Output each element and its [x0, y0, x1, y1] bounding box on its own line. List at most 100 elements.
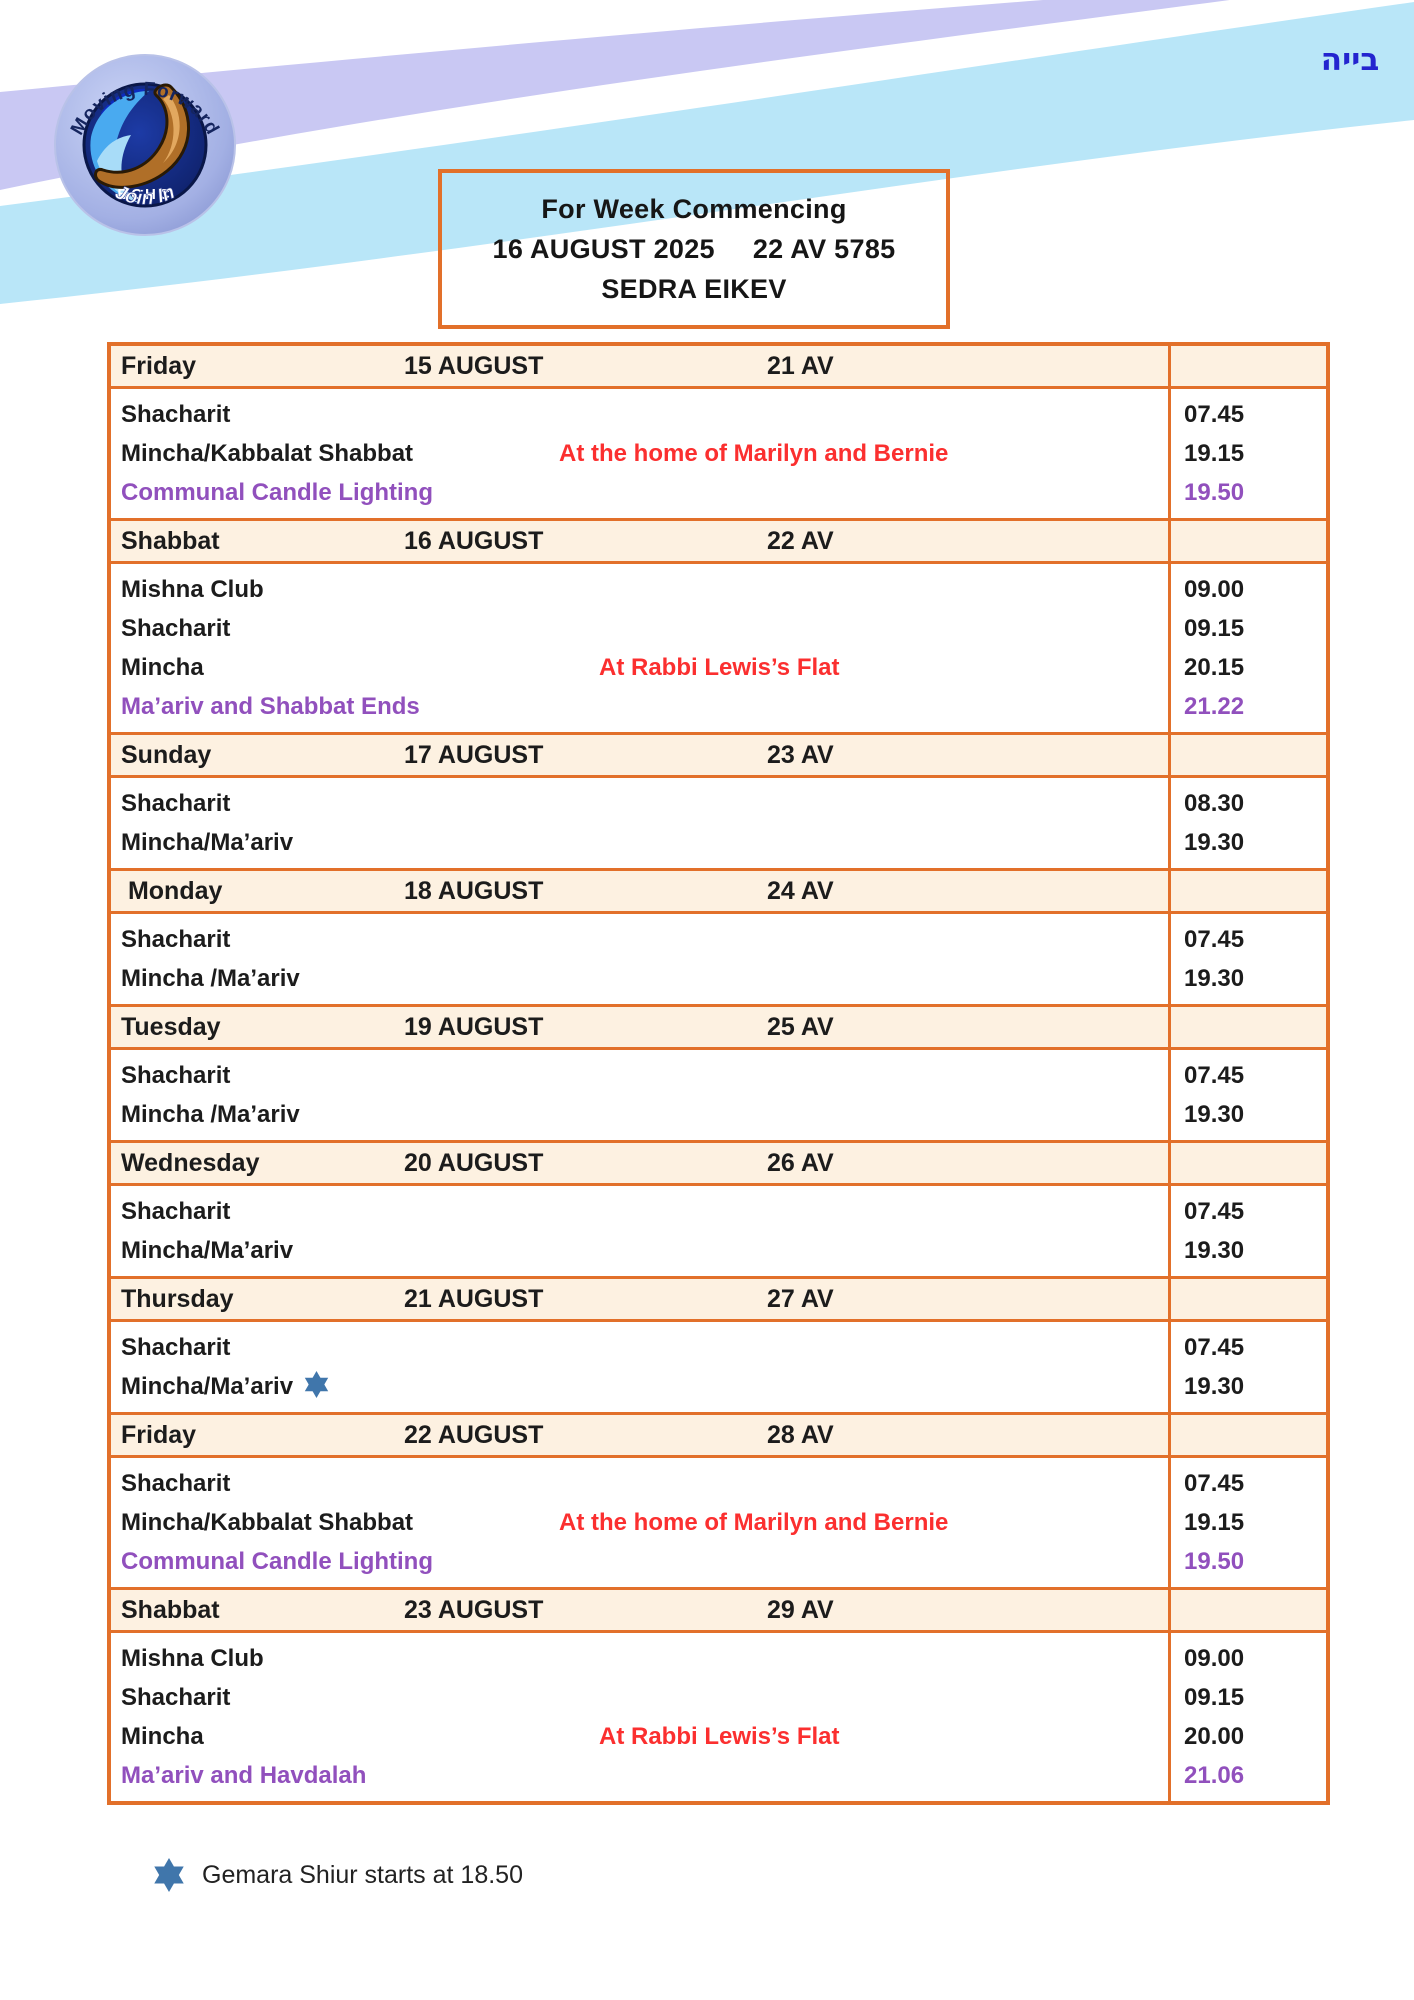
- logo-acronym: BCHC: [117, 186, 172, 203]
- day-header-time-cell: [1168, 1415, 1326, 1455]
- hebrew-blessing: בייה: [1320, 42, 1380, 78]
- service-time: 19.15: [1184, 1509, 1245, 1536]
- day-hebrew-date: 29 AV: [767, 1596, 834, 1624]
- day-header-time-cell: [1168, 521, 1326, 561]
- service-name: Communal Candle Lighting: [121, 1548, 433, 1575]
- service-names: Mishna Club Shacharit Mincha At Rabbi Lewis…: [111, 564, 1168, 732]
- service-times: 07.45 19.15 19.50: [1168, 1458, 1326, 1587]
- service-times: 07.45 19.30: [1168, 914, 1326, 1004]
- logo-wave-pale: [97, 135, 139, 203]
- week-title-box: For Week Commencing 16 AUGUST 2025 22 AV…: [438, 169, 950, 329]
- service-times: 07.45 19.30: [1168, 1322, 1326, 1412]
- service-time: 07.45: [1184, 1062, 1245, 1089]
- service-name: Ma’ariv and Shabbat Ends: [121, 693, 420, 720]
- service-name: Ma’ariv and Havdalah: [121, 1762, 367, 1789]
- week-title-line2: 16 AUGUST 2025 22 AV 5785: [493, 234, 896, 265]
- service-name: Communal Candle Lighting: [121, 479, 433, 506]
- service-times: 07.45 19.15 19.50: [1168, 389, 1326, 518]
- service-time: 19.30: [1184, 1373, 1245, 1400]
- logo-shofar: [94, 83, 190, 189]
- day-hebrew-date: 25 AV: [767, 1013, 834, 1041]
- service-time: 09.15: [1184, 615, 1245, 642]
- day-header-time-cell: [1168, 1143, 1326, 1183]
- service-name: Mincha /Ma’ariv: [121, 1101, 300, 1128]
- service-names: Shacharit Mincha/Kabbalat Shabbat At the h…: [111, 1458, 1168, 1587]
- day-header-row: Shabbat 16 AUGUST 22 AV: [111, 521, 1326, 564]
- location-note: At the home of Marilyn and Bernie: [559, 440, 949, 467]
- service-time: 09.15: [1184, 1684, 1245, 1711]
- day-date: 16 AUGUST: [404, 527, 544, 555]
- service-name: Shacharit: [121, 401, 231, 428]
- service-name: Mincha At Rabbi Lewis’s Flat: [111, 1717, 1168, 1756]
- day-services-row: Shacharit Mincha/Kabbalat Shabbat At the h…: [111, 389, 1326, 521]
- week-hebrew-date: 22 AV 5785: [752, 233, 896, 264]
- service-time: 08.30: [1184, 790, 1245, 817]
- service-name: Mincha/Kabbalat Shabbat At the home of Ma…: [111, 1503, 1168, 1542]
- day-name: Tuesday: [121, 1013, 221, 1041]
- service-name: Mincha/Kabbalat Shabbat At the home of Ma…: [111, 434, 1168, 473]
- day-date: 15 AUGUST: [404, 352, 544, 380]
- service-name: Mincha/Ma’ariv: [121, 829, 294, 856]
- service-time: 19.30: [1184, 1237, 1245, 1264]
- day-services-row: Shacharit Mincha /Ma’ariv 07.45 19.30: [111, 914, 1326, 1007]
- schedule-table: Friday 15 AUGUST 21 AV Shacharit Mincha/K…: [107, 342, 1330, 1805]
- service-name: Shacharit: [121, 1470, 231, 1497]
- service-name: Mincha/Ma’ariv: [111, 1367, 1168, 1406]
- day-header-time-cell: [1168, 1007, 1326, 1047]
- day-header-row: Sunday 17 AUGUST 23 AV: [111, 735, 1326, 778]
- service-time: 09.00: [1184, 576, 1245, 603]
- day-hebrew-date: 22 AV: [767, 527, 834, 555]
- service-name: Shacharit: [121, 790, 231, 817]
- footnote: Gemara Shiur starts at 18.50: [152, 1858, 523, 1892]
- day-header-row: Friday 15 AUGUST 21 AV: [111, 346, 1326, 389]
- bchc-logo: Moving Forward BCHC Join In: [54, 54, 236, 236]
- day-hebrew-date: 27 AV: [767, 1285, 834, 1313]
- service-names: Shacharit Mincha /Ma’ariv: [111, 914, 1168, 1004]
- day-hebrew-date: 23 AV: [767, 741, 834, 769]
- day-header-row: Shabbat 23 AUGUST 29 AV: [111, 1590, 1326, 1633]
- service-time: 19.30: [1184, 965, 1245, 992]
- logo-shofar-highlight: [163, 95, 180, 163]
- day-date: 20 AUGUST: [404, 1149, 544, 1177]
- day-header-time-cell: [1168, 1590, 1326, 1630]
- day-name: Sunday: [121, 741, 212, 769]
- service-time: 19.30: [1184, 1101, 1245, 1128]
- day-header-row: Monday 18 AUGUST 24 AV: [111, 871, 1326, 914]
- day-header-row: Tuesday 19 AUGUST 25 AV: [111, 1007, 1326, 1050]
- location-note: At the home of Marilyn and Bernie: [559, 1509, 949, 1536]
- day-date: 19 AUGUST: [404, 1013, 544, 1041]
- service-time: 07.45: [1184, 1470, 1245, 1497]
- service-name: Shacharit: [121, 615, 231, 642]
- location-note: At Rabbi Lewis’s Flat: [599, 654, 840, 681]
- day-header-row: Friday 22 AUGUST 28 AV: [111, 1415, 1326, 1458]
- service-times: 07.45 19.30: [1168, 1050, 1326, 1140]
- service-name: Shacharit: [121, 1684, 231, 1711]
- day-name: Shabbat: [121, 1596, 220, 1624]
- day-services-row: Shacharit Mincha/Kabbalat Shabbat At the h…: [111, 1458, 1326, 1590]
- day-header-time-cell: [1168, 871, 1326, 911]
- day-header-row: Wednesday 20 AUGUST 26 AV: [111, 1143, 1326, 1186]
- service-time: 07.45: [1184, 1198, 1245, 1225]
- service-name: Mincha At Rabbi Lewis’s Flat: [111, 648, 1168, 687]
- service-time: 19.50: [1184, 479, 1245, 506]
- day-header-time-cell: [1168, 1279, 1326, 1319]
- day-date: 21 AUGUST: [404, 1285, 544, 1313]
- service-time: 09.00: [1184, 1645, 1245, 1672]
- footnote-text: Gemara Shiur starts at 18.50: [202, 1860, 523, 1889]
- day-services-row: Shacharit Mincha/Ma’ariv 07.45 19.30: [111, 1186, 1326, 1279]
- service-names: Shacharit Mincha/Ma’ariv: [111, 1186, 1168, 1276]
- service-name: Shacharit: [121, 1334, 231, 1361]
- day-name: Shabbat: [121, 527, 220, 555]
- service-times: 09.00 09.15 20.00 21.06: [1168, 1633, 1326, 1801]
- service-time: 07.45: [1184, 1334, 1245, 1361]
- day-date: 23 AUGUST: [404, 1596, 544, 1624]
- service-name: Mishna Club: [121, 576, 264, 603]
- day-services-row: Mishna Club Shacharit Mincha At Rabbi Lewis…: [111, 1633, 1326, 1801]
- service-times: 07.45 19.30: [1168, 1186, 1326, 1276]
- day-header-time-cell: [1168, 735, 1326, 775]
- day-name: Monday: [121, 877, 223, 905]
- service-name: Shacharit: [121, 1198, 231, 1225]
- service-time: 19.15: [1184, 440, 1245, 467]
- day-services-row: Shacharit Mincha /Ma’ariv 07.45 19.30: [111, 1050, 1326, 1143]
